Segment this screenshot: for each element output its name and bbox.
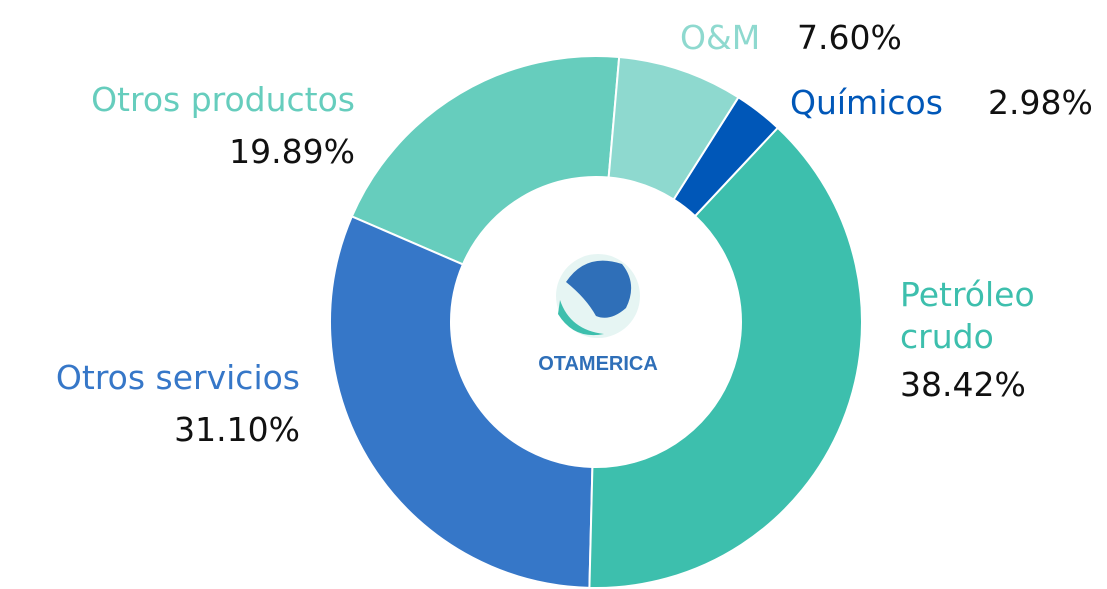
value-label: 31.10% [174, 410, 300, 449]
slice [329, 215, 594, 589]
logo: OTAMERICA [538, 254, 658, 375]
category-label: Petróleo crudo [900, 275, 1035, 356]
slice [672, 95, 780, 218]
value-label: 38.42% [900, 365, 1026, 404]
logo-text: OTAMERICA [538, 353, 658, 375]
category-label: Otros servicios [55, 358, 300, 397]
value-label: 19.89% [229, 132, 355, 171]
value-label: 2.98% [988, 83, 1093, 122]
value-label: 7.60% [797, 18, 902, 57]
category-label: Químicos [790, 83, 943, 122]
slice [350, 55, 621, 266]
slice [607, 55, 740, 201]
category-label: Otros productos [91, 80, 355, 119]
category-label: O&M [680, 18, 761, 57]
slice [588, 126, 863, 589]
